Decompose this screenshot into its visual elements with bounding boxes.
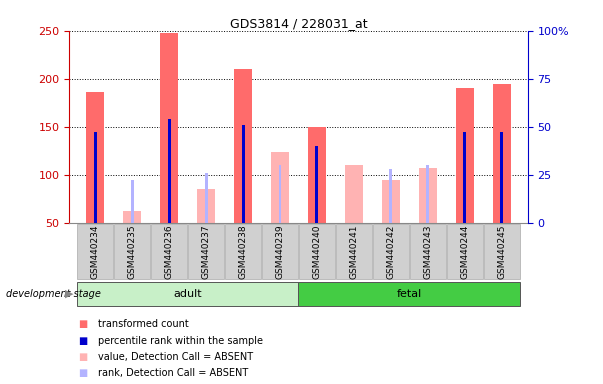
Text: GSM440243: GSM440243	[423, 224, 432, 279]
Bar	[493, 84, 511, 223]
Bar	[500, 132, 504, 223]
FancyBboxPatch shape	[262, 224, 298, 279]
Bar	[455, 88, 474, 223]
Text: ■: ■	[78, 352, 87, 362]
FancyBboxPatch shape	[484, 224, 520, 279]
Bar	[123, 211, 142, 223]
Text: percentile rank within the sample: percentile rank within the sample	[98, 336, 263, 346]
Bar	[463, 132, 466, 223]
Text: ▶: ▶	[65, 289, 74, 299]
Bar	[204, 173, 207, 223]
Bar	[168, 119, 171, 223]
Bar	[93, 132, 96, 223]
Text: GSM440241: GSM440241	[349, 224, 358, 279]
Text: GSM440237: GSM440237	[201, 224, 210, 279]
Bar	[242, 125, 245, 223]
Text: transformed count: transformed count	[98, 319, 188, 329]
Bar	[382, 180, 400, 223]
Bar	[279, 165, 282, 223]
Text: GSM440242: GSM440242	[387, 224, 396, 279]
Text: GSM440240: GSM440240	[312, 224, 321, 279]
Text: ■: ■	[78, 336, 87, 346]
Bar	[160, 33, 178, 223]
Bar	[197, 189, 215, 223]
Text: GSM440236: GSM440236	[165, 224, 174, 279]
Bar	[345, 165, 363, 223]
Bar	[308, 127, 326, 223]
Text: ■: ■	[78, 368, 87, 378]
FancyBboxPatch shape	[336, 224, 372, 279]
Bar	[86, 92, 104, 223]
Text: value, Detection Call = ABSENT: value, Detection Call = ABSENT	[98, 352, 253, 362]
FancyBboxPatch shape	[447, 224, 483, 279]
Text: GSM440234: GSM440234	[90, 224, 99, 279]
FancyBboxPatch shape	[188, 224, 224, 279]
FancyBboxPatch shape	[114, 224, 150, 279]
FancyBboxPatch shape	[409, 224, 446, 279]
Bar	[426, 165, 429, 223]
Title: GDS3814 / 228031_at: GDS3814 / 228031_at	[230, 17, 367, 30]
Text: GSM440239: GSM440239	[276, 224, 285, 279]
FancyBboxPatch shape	[298, 282, 520, 306]
FancyBboxPatch shape	[151, 224, 188, 279]
Bar	[390, 169, 393, 223]
Bar	[315, 146, 318, 223]
Text: adult: adult	[173, 289, 202, 299]
FancyBboxPatch shape	[373, 224, 409, 279]
Bar	[131, 180, 134, 223]
Text: rank, Detection Call = ABSENT: rank, Detection Call = ABSENT	[98, 368, 248, 378]
Text: GSM440245: GSM440245	[497, 224, 507, 279]
Text: ■: ■	[78, 319, 87, 329]
FancyBboxPatch shape	[77, 224, 113, 279]
Text: GSM440244: GSM440244	[460, 224, 469, 279]
Text: development stage: development stage	[6, 289, 101, 299]
FancyBboxPatch shape	[77, 282, 298, 306]
FancyBboxPatch shape	[225, 224, 261, 279]
Bar	[418, 168, 437, 223]
Text: fetal: fetal	[397, 289, 422, 299]
Bar	[271, 152, 289, 223]
Text: GSM440235: GSM440235	[128, 224, 137, 279]
Text: GSM440238: GSM440238	[239, 224, 248, 279]
FancyBboxPatch shape	[299, 224, 335, 279]
Bar	[234, 69, 252, 223]
